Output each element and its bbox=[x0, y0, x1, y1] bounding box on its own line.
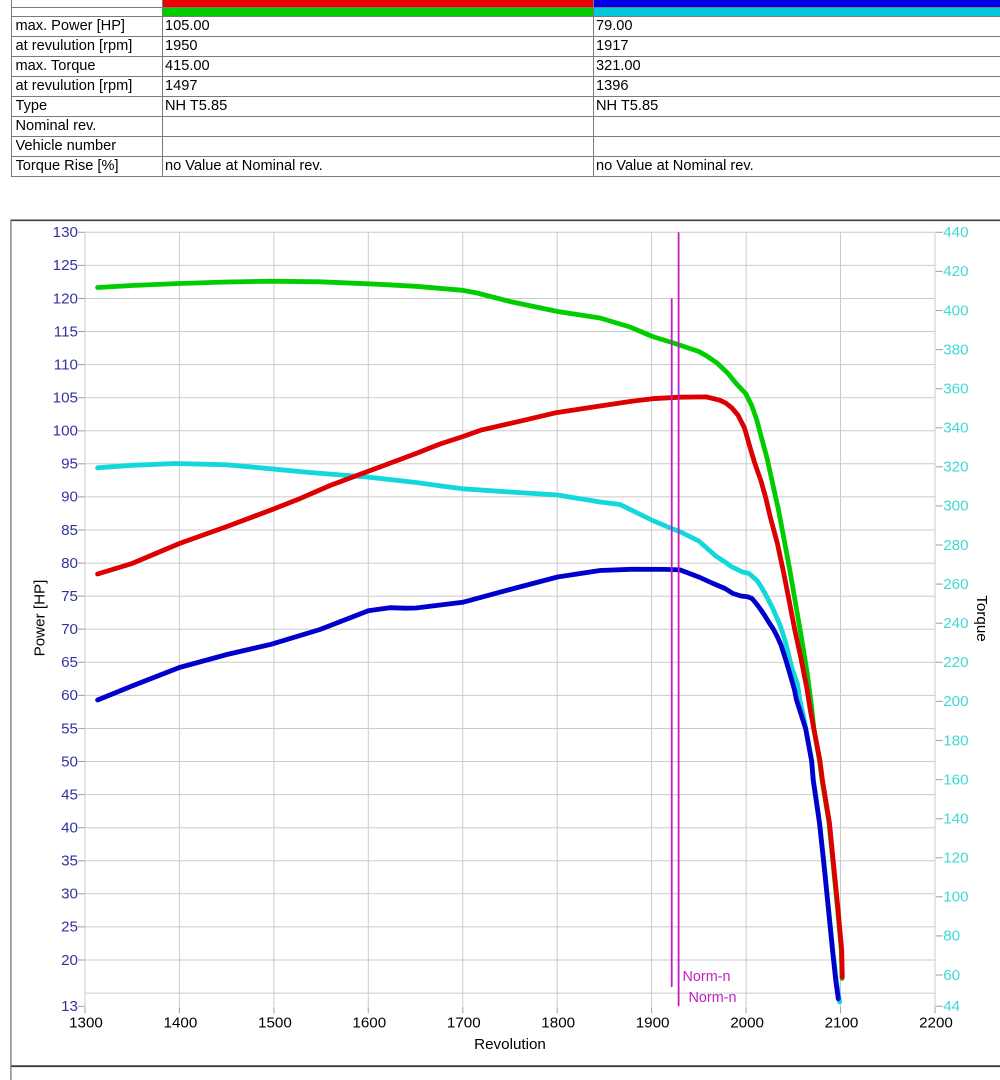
svg-text:440: 440 bbox=[943, 224, 968, 241]
svg-text:1500: 1500 bbox=[258, 1015, 292, 1032]
svg-text:55: 55 bbox=[61, 720, 78, 737]
svg-text:120: 120 bbox=[943, 850, 968, 867]
svg-text:100: 100 bbox=[53, 423, 78, 440]
svg-text:180: 180 bbox=[943, 732, 968, 749]
svg-text:50: 50 bbox=[61, 753, 78, 770]
svg-text:280: 280 bbox=[943, 537, 968, 554]
svg-text:90: 90 bbox=[61, 489, 78, 506]
svg-text:1300: 1300 bbox=[69, 1015, 103, 1032]
svg-text:20: 20 bbox=[61, 952, 78, 969]
svg-text:105: 105 bbox=[53, 390, 78, 407]
svg-text:85: 85 bbox=[61, 522, 78, 539]
svg-text:95: 95 bbox=[61, 456, 78, 473]
svg-text:260: 260 bbox=[943, 576, 968, 593]
svg-text:Norm-n: Norm-n bbox=[683, 969, 731, 985]
svg-text:1600: 1600 bbox=[352, 1015, 386, 1032]
svg-text:Norm-n: Norm-n bbox=[689, 990, 737, 1006]
svg-text:115: 115 bbox=[54, 323, 78, 340]
svg-text:360: 360 bbox=[943, 381, 968, 398]
svg-text:2200: 2200 bbox=[919, 1015, 953, 1032]
svg-text:13: 13 bbox=[61, 998, 78, 1015]
svg-text:44: 44 bbox=[943, 998, 960, 1015]
svg-text:400: 400 bbox=[943, 302, 968, 319]
svg-text:40: 40 bbox=[61, 820, 78, 837]
svg-text:70: 70 bbox=[61, 621, 78, 638]
svg-text:35: 35 bbox=[61, 853, 78, 870]
svg-text:220: 220 bbox=[943, 654, 968, 671]
svg-text:30: 30 bbox=[61, 886, 78, 903]
svg-text:1400: 1400 bbox=[164, 1015, 198, 1032]
svg-text:320: 320 bbox=[943, 459, 968, 476]
svg-text:240: 240 bbox=[943, 615, 968, 632]
svg-text:160: 160 bbox=[943, 771, 968, 788]
svg-text:80: 80 bbox=[943, 928, 960, 945]
svg-text:65: 65 bbox=[61, 654, 78, 671]
svg-text:140: 140 bbox=[943, 811, 968, 828]
svg-text:380: 380 bbox=[943, 341, 968, 358]
svg-text:200: 200 bbox=[943, 693, 968, 710]
svg-text:1700: 1700 bbox=[447, 1015, 481, 1032]
svg-text:340: 340 bbox=[943, 420, 968, 437]
svg-text:2000: 2000 bbox=[730, 1015, 764, 1032]
svg-text:130: 130 bbox=[53, 224, 78, 241]
svg-text:1800: 1800 bbox=[541, 1015, 575, 1032]
svg-text:300: 300 bbox=[943, 498, 968, 515]
svg-text:80: 80 bbox=[61, 555, 78, 572]
svg-text:2100: 2100 bbox=[825, 1015, 859, 1032]
svg-text:Power [HP]: Power [HP] bbox=[32, 580, 49, 657]
svg-text:Torque: Torque bbox=[973, 595, 990, 641]
svg-text:Revolution: Revolution bbox=[474, 1036, 546, 1053]
svg-text:120: 120 bbox=[53, 290, 78, 307]
svg-text:60: 60 bbox=[61, 687, 78, 704]
svg-text:45: 45 bbox=[61, 786, 78, 803]
svg-text:420: 420 bbox=[943, 263, 968, 280]
svg-text:75: 75 bbox=[61, 588, 78, 605]
svg-text:1900: 1900 bbox=[636, 1015, 670, 1032]
svg-text:25: 25 bbox=[61, 919, 78, 936]
svg-text:60: 60 bbox=[943, 967, 960, 984]
svg-text:125: 125 bbox=[53, 257, 78, 274]
svg-text:100: 100 bbox=[943, 889, 968, 906]
svg-text:110: 110 bbox=[54, 356, 78, 373]
